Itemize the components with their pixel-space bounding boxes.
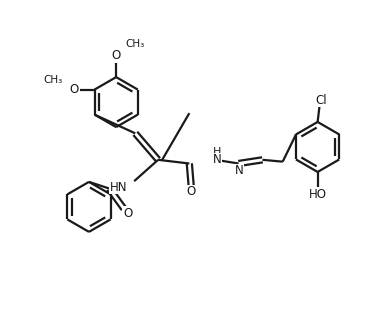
Text: HN: HN [110,181,127,194]
Text: CH₃: CH₃ [43,76,63,85]
Text: O: O [123,207,132,220]
Text: CH₃: CH₃ [125,39,145,49]
Text: HO: HO [309,187,327,200]
Text: O: O [186,185,196,198]
Text: H: H [213,147,221,158]
Text: Cl: Cl [315,94,327,107]
Text: N: N [235,164,243,177]
Text: O: O [112,49,121,62]
Text: N: N [213,153,221,166]
Text: O: O [70,83,79,96]
